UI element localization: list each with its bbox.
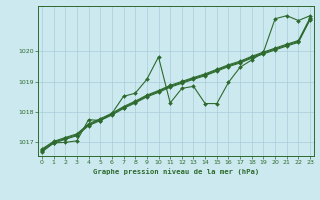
X-axis label: Graphe pression niveau de la mer (hPa): Graphe pression niveau de la mer (hPa)	[93, 168, 259, 175]
